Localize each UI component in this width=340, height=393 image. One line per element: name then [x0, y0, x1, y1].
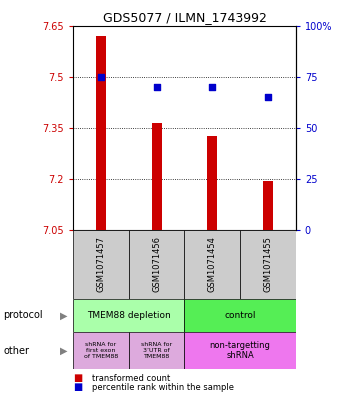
Text: other: other [3, 346, 29, 356]
Point [265, 94, 271, 100]
Point [154, 84, 159, 90]
Bar [240, 230, 296, 299]
Text: percentile rank within the sample: percentile rank within the sample [92, 383, 234, 391]
Bar [207, 136, 217, 230]
Text: GSM1071457: GSM1071457 [97, 236, 105, 292]
Text: shRNA for
first exon
of TMEM88: shRNA for first exon of TMEM88 [84, 342, 118, 359]
Title: GDS5077 / ILMN_1743992: GDS5077 / ILMN_1743992 [103, 11, 266, 24]
Text: protocol: protocol [3, 310, 43, 320]
Text: GSM1071454: GSM1071454 [208, 236, 217, 292]
Bar [129, 332, 185, 369]
Bar [184, 230, 240, 299]
Bar [263, 180, 273, 230]
Bar [73, 230, 129, 299]
Text: GSM1071456: GSM1071456 [152, 236, 161, 292]
Text: ■: ■ [73, 382, 82, 392]
Text: shRNA for
3’UTR of
TMEM88: shRNA for 3’UTR of TMEM88 [141, 342, 172, 359]
Bar [129, 230, 185, 299]
Text: ▶: ▶ [59, 346, 67, 356]
Bar [96, 36, 106, 230]
Text: ■: ■ [73, 373, 82, 383]
Point [209, 84, 215, 90]
Bar [152, 123, 162, 230]
Bar [184, 332, 296, 369]
Text: GSM1071455: GSM1071455 [264, 236, 272, 292]
Bar [184, 299, 296, 332]
Text: non-targetting
shRNA: non-targetting shRNA [210, 341, 271, 360]
Text: transformed count: transformed count [92, 374, 170, 382]
Bar [73, 332, 129, 369]
Text: TMEM88 depletion: TMEM88 depletion [87, 311, 171, 320]
Text: ▶: ▶ [59, 310, 67, 320]
Point [98, 73, 104, 80]
Text: control: control [224, 311, 256, 320]
Bar [73, 299, 184, 332]
